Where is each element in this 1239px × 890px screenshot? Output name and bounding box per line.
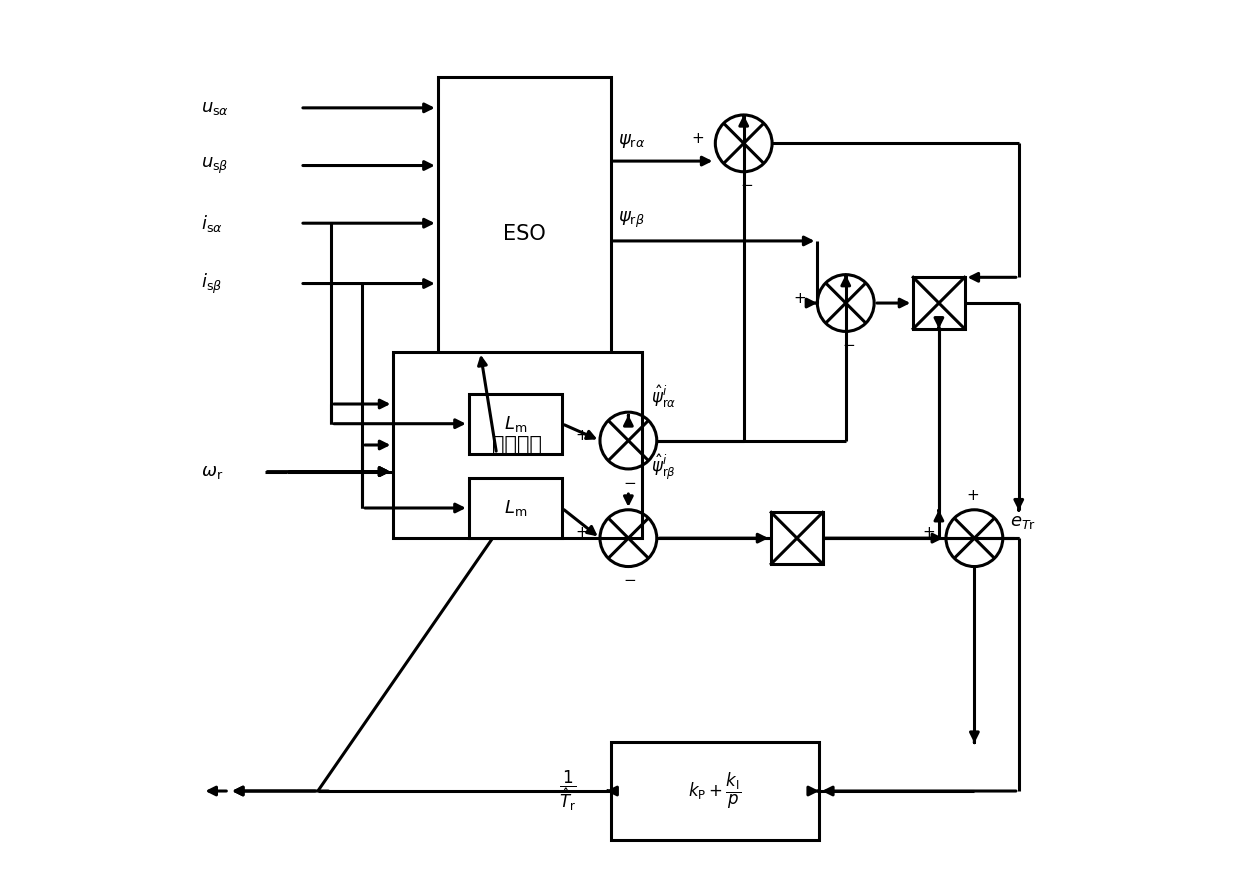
Text: $\hat{\psi}^{i}_{\mathrm{r}\beta}$: $\hat{\psi}^{i}_{\mathrm{r}\beta}$: [650, 453, 675, 482]
Bar: [437, 77, 611, 392]
Text: $\psi_{\mathrm{r}\beta}$: $\psi_{\mathrm{r}\beta}$: [618, 210, 644, 231]
Text: $k_{\mathrm{P}}+\dfrac{k_{\mathrm{I}}}{p}$: $k_{\mathrm{P}}+\dfrac{k_{\mathrm{I}}}{p…: [689, 771, 741, 811]
Text: +: +: [922, 525, 934, 540]
Bar: [468, 393, 561, 454]
Text: +: +: [691, 132, 704, 147]
Bar: [913, 278, 965, 328]
Text: $i_{\mathrm{s}\beta}$: $i_{\mathrm{s}\beta}$: [201, 271, 222, 295]
Text: −: −: [740, 178, 753, 193]
Text: $i_{\mathrm{s}\alpha}$: $i_{\mathrm{s}\alpha}$: [201, 213, 223, 234]
Text: +: +: [966, 488, 979, 503]
Text: −: −: [623, 573, 637, 588]
Text: $L_{\mathrm{m}}$: $L_{\mathrm{m}}$: [503, 414, 527, 433]
Text: $u_{\mathrm{s}\alpha}$: $u_{\mathrm{s}\alpha}$: [201, 99, 229, 117]
Bar: [468, 478, 561, 538]
Text: $\dfrac{1}{\hat{T}_{\mathrm{r}}}$: $\dfrac{1}{\hat{T}_{\mathrm{r}}}$: [559, 769, 577, 813]
Text: $L_{\mathrm{m}}$: $L_{\mathrm{m}}$: [503, 498, 527, 518]
Bar: [393, 352, 642, 538]
Text: $e_{T\mathrm{r}}$: $e_{T\mathrm{r}}$: [1010, 514, 1036, 531]
Text: +: +: [576, 428, 589, 442]
Text: +: +: [793, 291, 807, 306]
Bar: [611, 742, 819, 840]
Text: 电流模型: 电流模型: [492, 435, 543, 455]
Text: $u_{\mathrm{s}\beta}$: $u_{\mathrm{s}\beta}$: [201, 156, 228, 175]
Text: $\psi_{\mathrm{r}\alpha}$: $\psi_{\mathrm{r}\alpha}$: [618, 133, 646, 150]
Text: $\hat{\psi}^{i}_{\mathrm{r}\alpha}$: $\hat{\psi}^{i}_{\mathrm{r}\alpha}$: [650, 384, 676, 409]
Text: −: −: [623, 475, 637, 490]
Text: $\omega_{\mathrm{r}}$: $\omega_{\mathrm{r}}$: [201, 463, 223, 481]
Bar: [771, 513, 823, 564]
Text: −: −: [843, 338, 855, 353]
Text: ESO: ESO: [503, 224, 545, 244]
Text: +: +: [576, 525, 589, 540]
